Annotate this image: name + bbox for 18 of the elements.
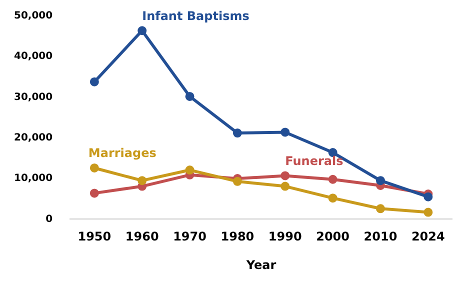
y-tick-label: 10,000 [14, 173, 53, 184]
x-tick-label: 2000 [316, 230, 350, 244]
x-tick-label: 2024 [411, 230, 445, 244]
x-tick-label: 1960 [125, 230, 159, 244]
x-tick-label: 1980 [220, 230, 254, 244]
y-tick-label: 20,000 [14, 132, 53, 144]
x-tick-label: 1970 [173, 230, 206, 244]
y-tick-label: 40,000 [14, 51, 53, 62]
y-tick-label: 30,000 [14, 92, 53, 103]
x-tick-label: 1950 [78, 230, 112, 244]
series-label: Marriages [88, 146, 156, 160]
series-label: Funerals [285, 154, 344, 168]
y-tick-label: 50,000 [14, 10, 53, 22]
x-tick-label: 2010 [364, 230, 398, 244]
x-tick-label: 1990 [268, 230, 302, 244]
y-tick-label: 0 [46, 214, 53, 225]
x-axis-title: Year [245, 258, 276, 272]
series-label: Infant Baptisms [142, 8, 250, 23]
